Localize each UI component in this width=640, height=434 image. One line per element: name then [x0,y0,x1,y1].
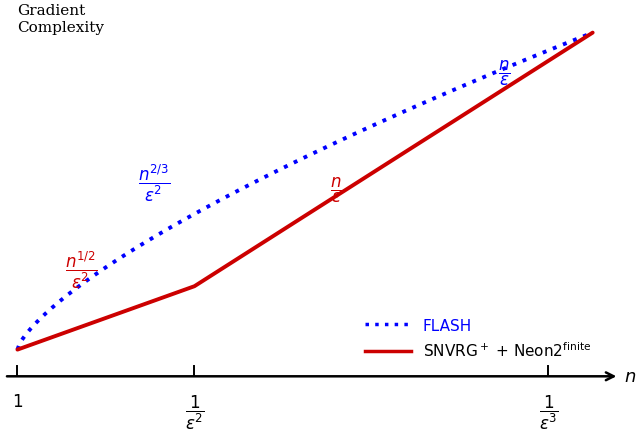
Text: Gradient
Complexity: Gradient Complexity [17,3,104,35]
Text: $1$: $1$ [12,393,23,410]
Text: $\dfrac{n^{2/3}}{\epsilon^2}$: $\dfrac{n^{2/3}}{\epsilon^2}$ [138,163,171,204]
Text: $\dfrac{n}{\epsilon}$: $\dfrac{n}{\epsilon}$ [498,59,511,88]
Text: $\dfrac{1}{\epsilon^3}$: $\dfrac{1}{\epsilon^3}$ [539,393,558,431]
Text: $n$: $n$ [623,368,636,385]
Text: $\dfrac{n^{1/2}}{\epsilon^2}$: $\dfrac{n^{1/2}}{\epsilon^2}$ [65,249,97,290]
Text: $\dfrac{n}{\epsilon}$: $\dfrac{n}{\epsilon}$ [330,175,342,204]
Legend: FLASH, SNVRG$^+$ + Neon2$^{\mathrm{finite}}$: FLASH, SNVRG$^+$ + Neon2$^{\mathrm{finit… [359,312,597,365]
Text: $\dfrac{1}{\epsilon^2}$: $\dfrac{1}{\epsilon^2}$ [184,393,204,431]
